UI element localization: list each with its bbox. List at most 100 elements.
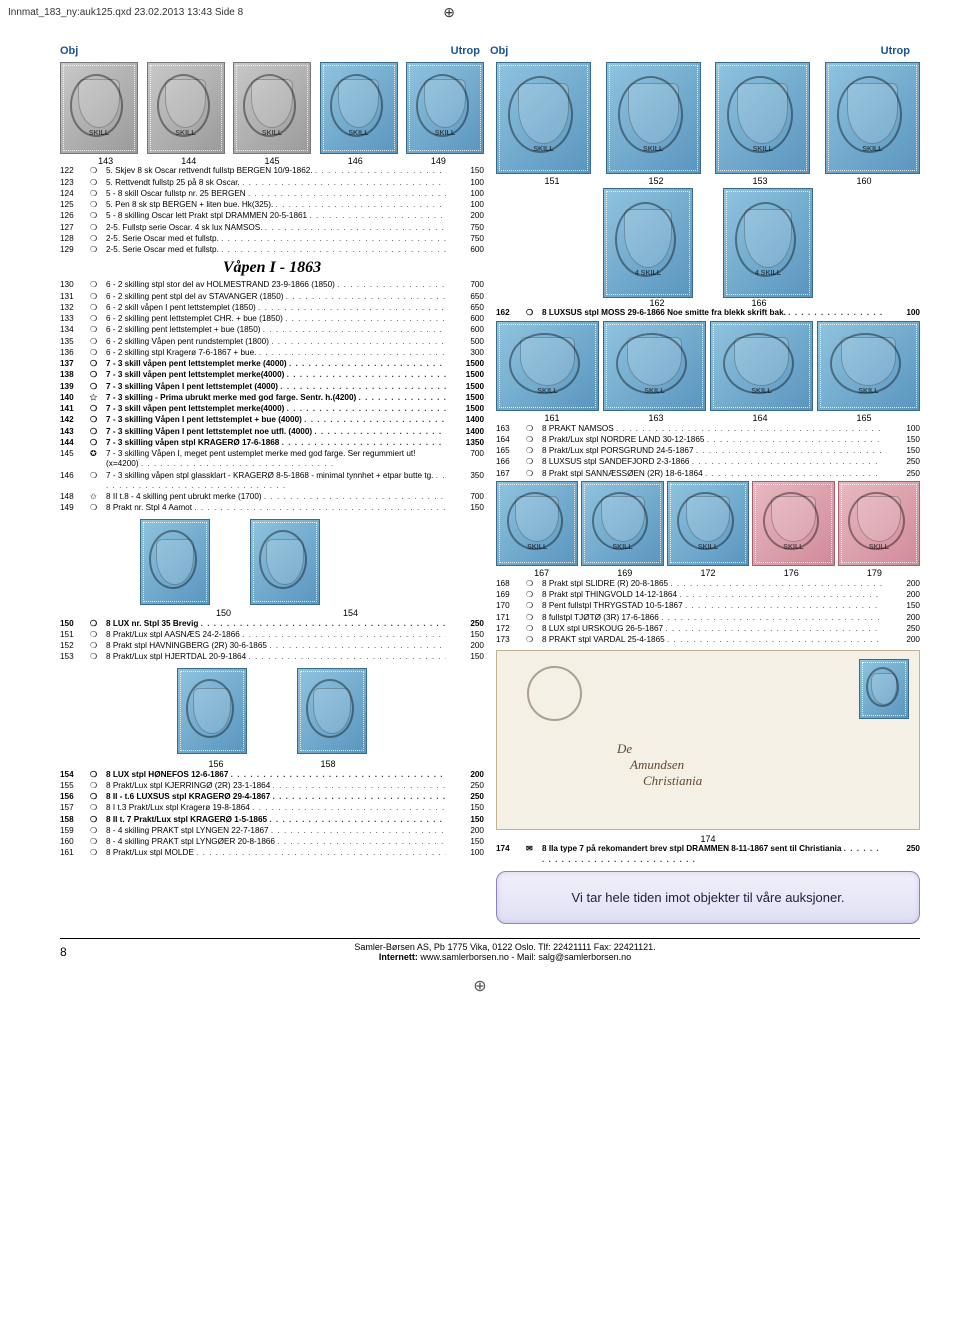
lot-symbol-icon: ❍ — [90, 404, 106, 414]
lot-line: 150❍8 LUX nr. Stpl 35 Brevig . . . . . .… — [60, 618, 484, 629]
lot-number: 161 — [60, 848, 90, 858]
stamp-labels-bottom: 156 158 — [60, 759, 484, 769]
lot-price: 200 — [446, 641, 484, 651]
wide-stamp-labels: 167169172176179 — [496, 568, 920, 578]
stamp-label: 152 — [604, 176, 708, 186]
lot-price: 700 — [446, 449, 484, 459]
lot-line: 161❍8 Prakt/Lux stpl MOLDE . . . . . . .… — [60, 848, 484, 859]
envelope-label: 174 — [496, 834, 920, 844]
lot-line: 137❍7 - 3 skill våpen pent lettstemplet … — [60, 359, 484, 370]
lot-symbol-icon: ❍ — [526, 469, 542, 479]
lot-line: 123❍5. Rettvendt fullstp 25 på 8 sk Osca… — [60, 177, 484, 188]
lot-number: 142 — [60, 415, 90, 425]
lot-price: 1400 — [446, 427, 484, 437]
lot-price: 200 — [446, 770, 484, 780]
lot-symbol-icon: ❍ — [90, 359, 106, 369]
mid-stamp-row: SKILLSKILLSKILLSKILL — [496, 321, 920, 411]
lots-block-ra: 162❍8 LUXSUS stpl MOSS 29-6-1866 Noe smi… — [496, 308, 920, 319]
lot-symbol-icon: ❍ — [90, 166, 106, 176]
lot-number: 151 — [60, 630, 90, 640]
lot-number: 135 — [60, 337, 90, 347]
lot-number: 160 — [60, 837, 90, 847]
lot-description: 8 - 4 skilling PRAKT stpl LYNGEN 22-7-18… — [106, 826, 446, 836]
lot-description: 8 Prakt/Lux stpl AASNÆS 24-2-1866 . . . … — [106, 630, 446, 640]
lot-number: 137 — [60, 359, 90, 369]
lot-number: 172 — [496, 624, 526, 634]
lot-symbol-icon: ❍ — [526, 590, 542, 600]
lot-line: 145✪7 - 3 skilling Våpen I, meget pent u… — [60, 449, 484, 471]
lot-price: 200 — [446, 211, 484, 221]
lot-description: 8 Prakt stpl THINGVOLD 14-12-1864 . . . … — [542, 590, 882, 600]
stamp-pair-156-158 — [60, 668, 484, 754]
lot-description: 6 - 2 skilling pent lettstemplet CHR. + … — [106, 314, 446, 324]
lot-symbol-icon: ❍ — [526, 424, 542, 434]
stamp-label: 144 — [147, 156, 230, 166]
right-column: SKILLSKILLSKILLSKILL 151152153160 4 SKIL… — [496, 59, 920, 930]
stamp-icon: 4 SKILL — [603, 188, 693, 298]
lot-line: 144❍7 - 3 skilling våpen stpl KRAGERØ 17… — [60, 437, 484, 448]
lot-description: 8 LUX stpl HØNEFOS 12-6-1867 . . . . . .… — [106, 770, 446, 780]
lot-description: 7 - 3 skilling Våpen I pent lettstemplet… — [106, 382, 446, 392]
lot-description: 8 Prakt/Lux stpl PORSGRUND 24-5-1867 . .… — [542, 446, 882, 456]
lot-number: 122 — [60, 166, 90, 176]
lot-symbol-icon: ❍ — [90, 245, 106, 255]
main-grid: SKILLSKILLSKILLSKILLSKILL 14314414514614… — [60, 59, 920, 930]
lot-symbol-icon: ❍ — [90, 427, 106, 437]
stamp-icon: SKILL — [603, 321, 706, 411]
stamp-icon — [177, 668, 247, 754]
lot-symbol-icon: ❍ — [90, 803, 106, 813]
stamp-label: 156 — [160, 759, 272, 769]
lot-line: 129❍2-5. Serie Oscar med et fullstp. . .… — [60, 245, 484, 256]
lot-number: 159 — [60, 826, 90, 836]
stamp-label: 167 — [500, 568, 583, 578]
lot-price: 100 — [446, 200, 484, 210]
lot-description: 6 - 2 skill våpen I pent lettstemplet (1… — [106, 303, 446, 313]
lot-line: 157❍8 I t.3 Prakt/Lux stpl Kragerø 19-8-… — [60, 803, 484, 814]
stamp-label: 166 — [708, 298, 810, 308]
lot-number: 126 — [60, 211, 90, 221]
stamp-pair-150-154 — [140, 519, 484, 605]
lot-symbol-icon: ❍ — [90, 837, 106, 847]
lot-price: 250 — [446, 781, 484, 791]
lot-number: 144 — [60, 438, 90, 448]
stamp-labels-top-right: 151152153160 — [496, 176, 920, 186]
lot-line: 152❍8 Prakt stpl HAVNINGBERG (2R) 30-6-1… — [60, 641, 484, 652]
lot-symbol-icon: ❍ — [90, 630, 106, 640]
lot-number: 156 — [60, 792, 90, 802]
lot-line: 130❍6 - 2 skilling stpl stor del av HOLM… — [60, 280, 484, 291]
lot-symbol-icon: ❍ — [90, 280, 106, 290]
lot-symbol-icon: ❍ — [90, 337, 106, 347]
envelope-address: De Amundsen Christiania — [617, 741, 702, 789]
stamp-label: 169 — [583, 568, 666, 578]
lot-number: 124 — [60, 189, 90, 199]
lot-line: 173❍8 PRAKT stpl VARDAL 25-4-1865 . . . … — [496, 635, 920, 646]
lot-number: 167 — [496, 469, 526, 479]
lot-line: 160❍8 - 4 skilling PRAKT stpl LYNGØER 20… — [60, 837, 484, 848]
lots-block-c: 150❍8 LUX nr. Stpl 35 Brevig . . . . . .… — [60, 618, 484, 663]
lot-description: 8 Prakt stpl SANNÆSSØEN (2R) 18-6-1864 .… — [542, 469, 882, 479]
lot-description: 7 - 3 skill våpen pent lettstemplet merk… — [106, 359, 446, 369]
lot-price: 1500 — [446, 393, 484, 403]
stamp-label: 158 — [272, 759, 384, 769]
lot-symbol-icon: ❍ — [90, 189, 106, 199]
stamp-icon: SKILL — [838, 481, 920, 566]
lot-description: 5. Skjev 8 sk Oscar rettvendt fullstp BE… — [106, 166, 446, 176]
lot-description: 5 - 8 skill Oscar fullstp nr. 25 BERGEN … — [106, 189, 446, 199]
big-stamp-labels: 162 166 — [496, 298, 920, 308]
lot-number: 162 — [496, 308, 526, 318]
lot-description: 6 - 2 skilling Våpen pent rundstemplet (… — [106, 337, 446, 347]
lot-line: 135❍6 - 2 skilling Våpen pent rundstempl… — [60, 336, 484, 347]
stamp-icon: SKILL — [715, 62, 810, 174]
lot-description: 8 LUX nr. Stpl 35 Brevig . . . . . . . .… — [106, 619, 446, 629]
lot-number: 154 — [60, 770, 90, 780]
lot-description: 8 Prakt nr. Stpl 4 Aamot . . . . . . . .… — [106, 503, 446, 513]
lot-description: 8 Prakt/Lux stpl MOLDE . . . . . . . . .… — [106, 848, 446, 858]
lot-line: 142❍7 - 3 skilling Våpen I pent lettstem… — [60, 415, 484, 426]
lot-price: 250 — [882, 457, 920, 467]
mid-stamp-labels: 161163164165 — [496, 413, 920, 423]
lot-symbol-icon: ❍ — [90, 641, 106, 651]
lot-line: 126❍5 - 8 skilling Oscar lett Prakt stpl… — [60, 211, 484, 222]
lot-symbol-icon: ❍ — [90, 370, 106, 380]
lot-number: 133 — [60, 314, 90, 324]
stamp-label: 154 — [287, 608, 414, 618]
